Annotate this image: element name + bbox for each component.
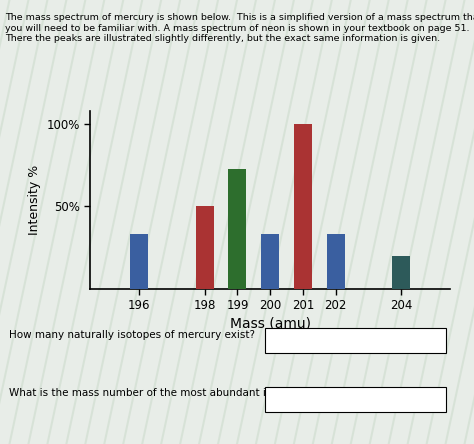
Text: What is the mass number of the most abundant isotope?: What is the mass number of the most abun…	[9, 388, 307, 398]
Bar	[261, 234, 279, 289]
Text: The mass spectrum of mercury is shown below.  This is a simplified version of a : The mass spectrum of mercury is shown be…	[5, 13, 474, 43]
Bar	[294, 124, 312, 289]
X-axis label: Mass (amu): Mass (amu)	[230, 316, 310, 330]
Y-axis label: Intensity %: Intensity %	[27, 165, 41, 235]
Bar	[196, 206, 214, 289]
FancyBboxPatch shape	[265, 328, 446, 353]
Bar	[392, 256, 410, 289]
Bar	[327, 234, 345, 289]
Bar	[228, 169, 246, 289]
Bar	[130, 234, 148, 289]
FancyBboxPatch shape	[265, 387, 446, 412]
Text: How many naturally isotopes of mercury exist?: How many naturally isotopes of mercury e…	[9, 330, 255, 340]
